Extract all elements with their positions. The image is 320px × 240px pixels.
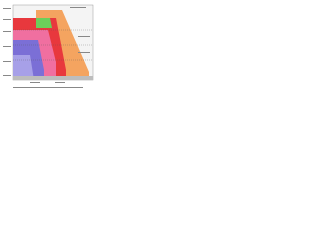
label-placeholder — [78, 52, 90, 53]
label-placeholder — [78, 36, 90, 37]
region-gray — [13, 76, 93, 80]
label-placeholder — [3, 46, 11, 47]
label-placeholder — [3, 8, 11, 9]
label-placeholder — [3, 75, 11, 76]
label-placeholder — [30, 82, 40, 83]
label-placeholder — [70, 7, 86, 8]
region-green — [36, 18, 52, 28]
region-light-blue — [13, 55, 34, 80]
label-placeholder — [13, 87, 83, 88]
label-placeholder — [55, 82, 65, 83]
label-placeholder — [3, 31, 11, 32]
chart — [0, 0, 100, 93]
label-placeholder — [3, 61, 11, 62]
label-placeholder — [3, 19, 11, 20]
label-placeholders — [3, 7, 90, 88]
